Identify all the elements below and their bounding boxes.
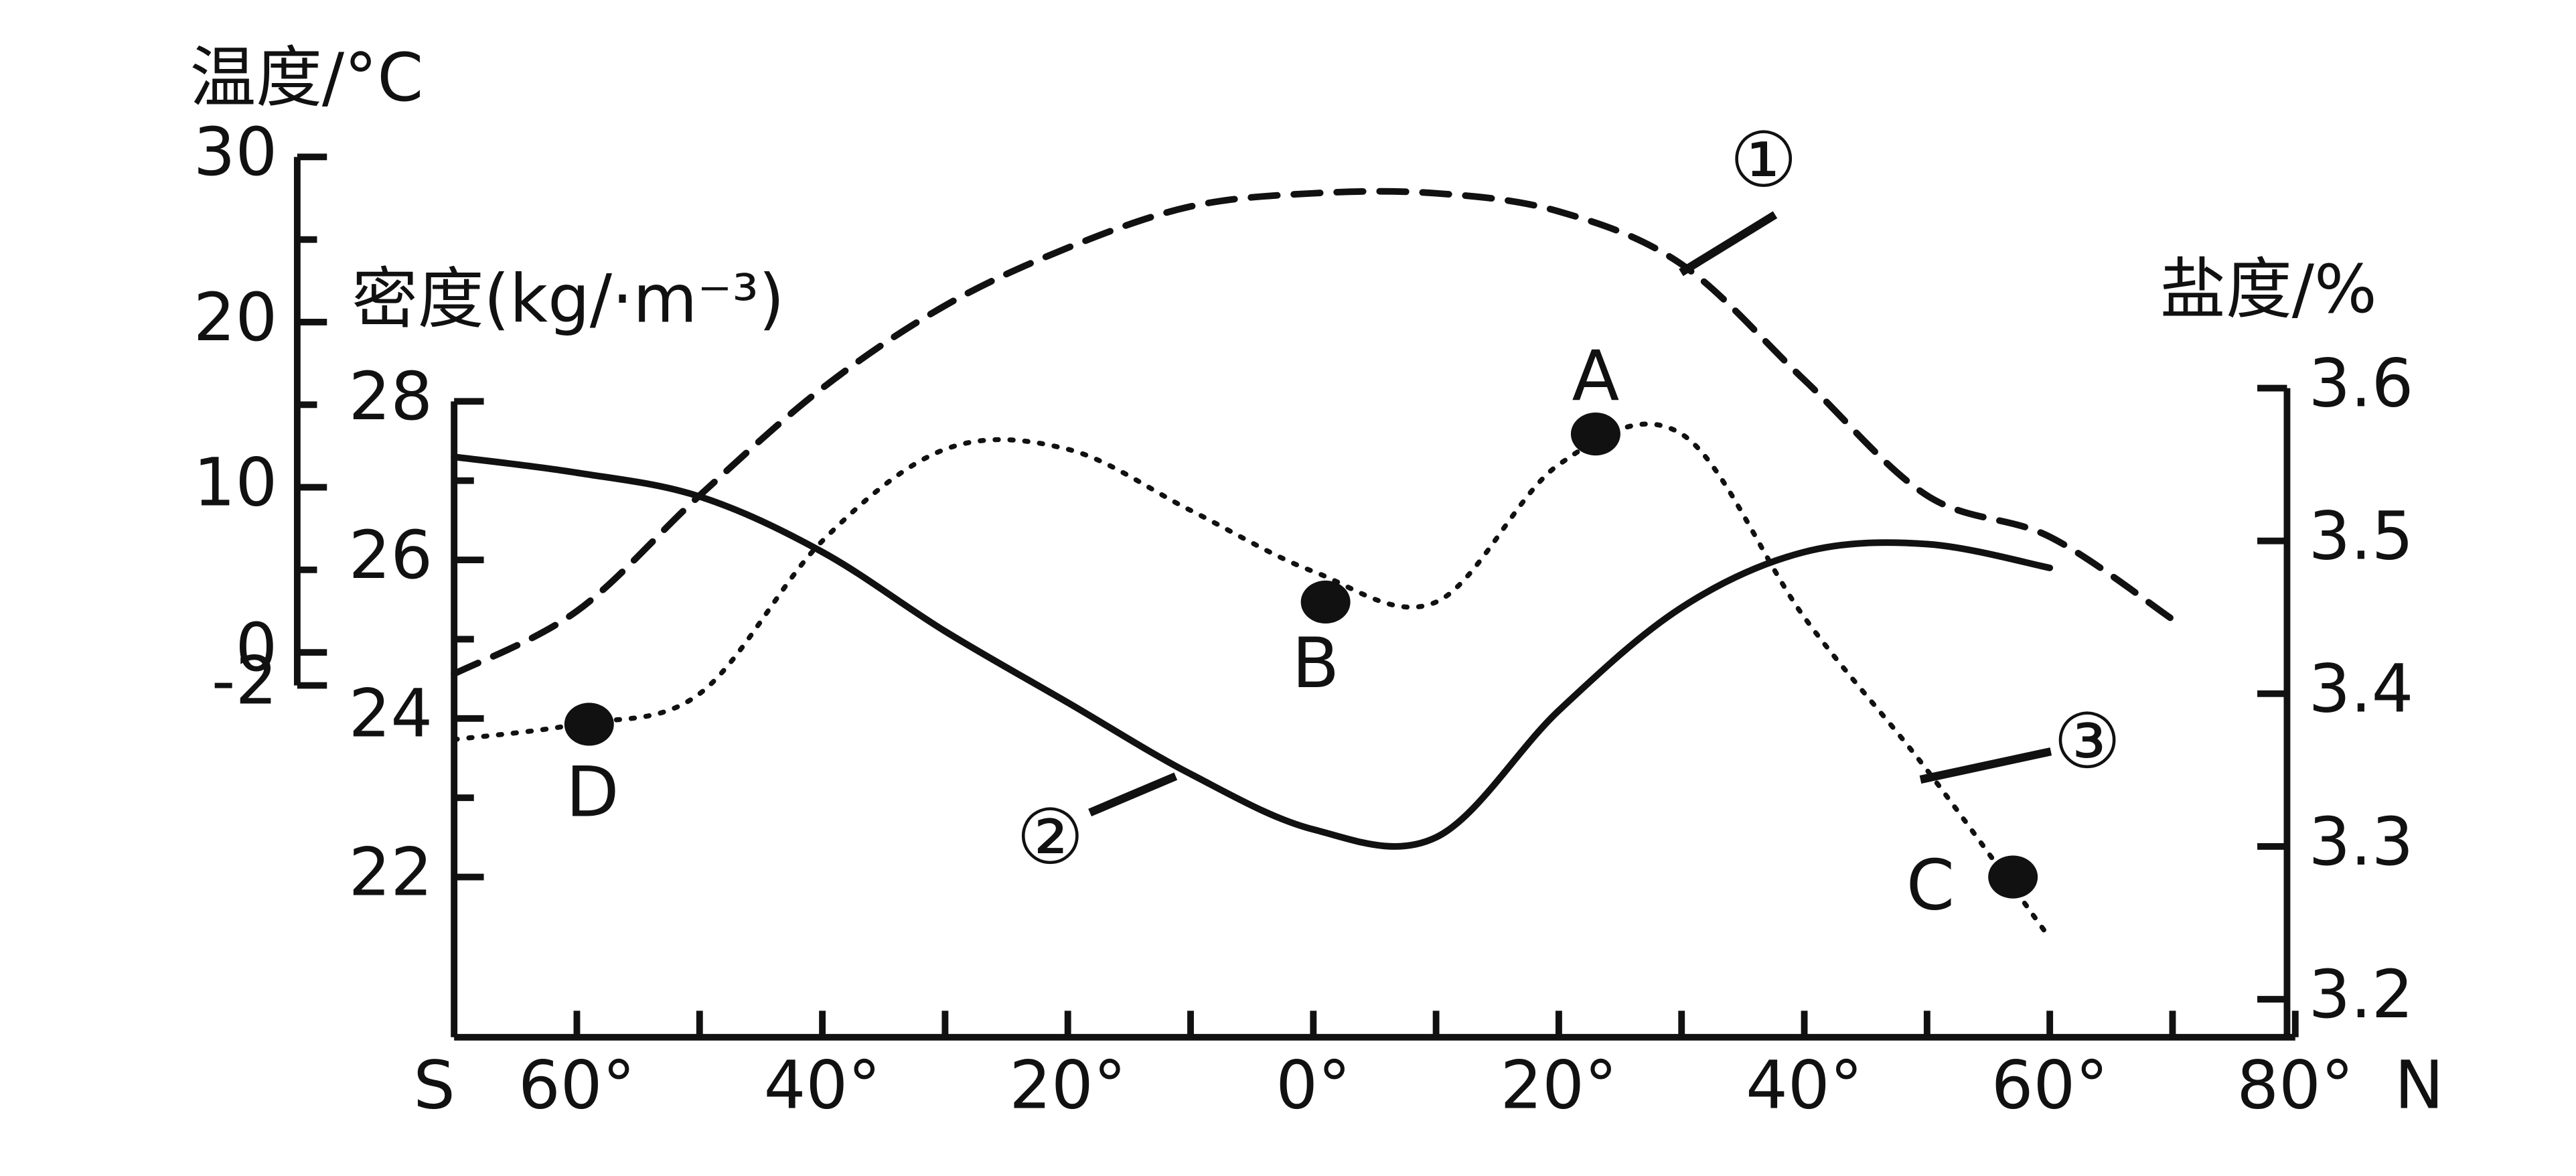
x-tick-label: 0° (1276, 1047, 1351, 1124)
curve (451, 421, 2052, 941)
x-end-label: N (2395, 1047, 2444, 1124)
tick-label: 22 (349, 834, 433, 911)
point-marker (564, 703, 614, 746)
tick-label: 3.4 (2309, 651, 2414, 728)
tick-label: 30 (194, 114, 278, 191)
point-label: B (1292, 623, 1339, 704)
tick-label: -2 (212, 642, 277, 719)
leader-line (1919, 747, 2052, 784)
curve-label: ① (1730, 116, 1798, 204)
point-marker (1300, 580, 1351, 624)
tick-label: 26 (349, 517, 433, 594)
curve-label: ② (1016, 793, 1085, 881)
x-tick-label: 80° (2237, 1047, 2354, 1124)
curve-label: ③ (2053, 697, 2121, 786)
point-label: C (1906, 846, 1955, 926)
x-tick-label: 60° (1991, 1047, 2109, 1124)
x-tick-label: 20° (1009, 1047, 1126, 1124)
tick-label: 3.3 (2309, 804, 2414, 881)
x-tick-label: 40° (764, 1047, 881, 1124)
point-label: A (1572, 336, 1619, 417)
axis-title: 密度(kg/·m⁻³) (352, 261, 784, 338)
tick-label: 3.5 (2309, 498, 2414, 575)
curve (451, 453, 2054, 850)
tick-label: 20 (194, 279, 278, 356)
point-marker (1570, 412, 1620, 456)
axis-title: 盐度/% (2160, 251, 2377, 328)
x-tick-label: 60° (518, 1047, 635, 1124)
point-label: D (566, 752, 619, 832)
x-end-label: S (413, 1047, 455, 1124)
tick-label: 28 (349, 358, 433, 435)
tick-label: 0 (236, 609, 278, 686)
axis-title: 温度/°C (190, 40, 424, 117)
point-marker (1988, 855, 2038, 899)
tick-label: 24 (349, 676, 433, 753)
tick-label: 3.6 (2309, 345, 2414, 422)
x-tick-label: 20° (1501, 1047, 1618, 1124)
x-tick-label: 40° (1746, 1047, 1863, 1124)
leader-line (1679, 211, 1778, 277)
leader-line (1088, 772, 1178, 817)
curve (451, 188, 2176, 678)
tick-label: 3.2 (2309, 956, 2414, 1033)
tick-label: 10 (194, 444, 278, 521)
